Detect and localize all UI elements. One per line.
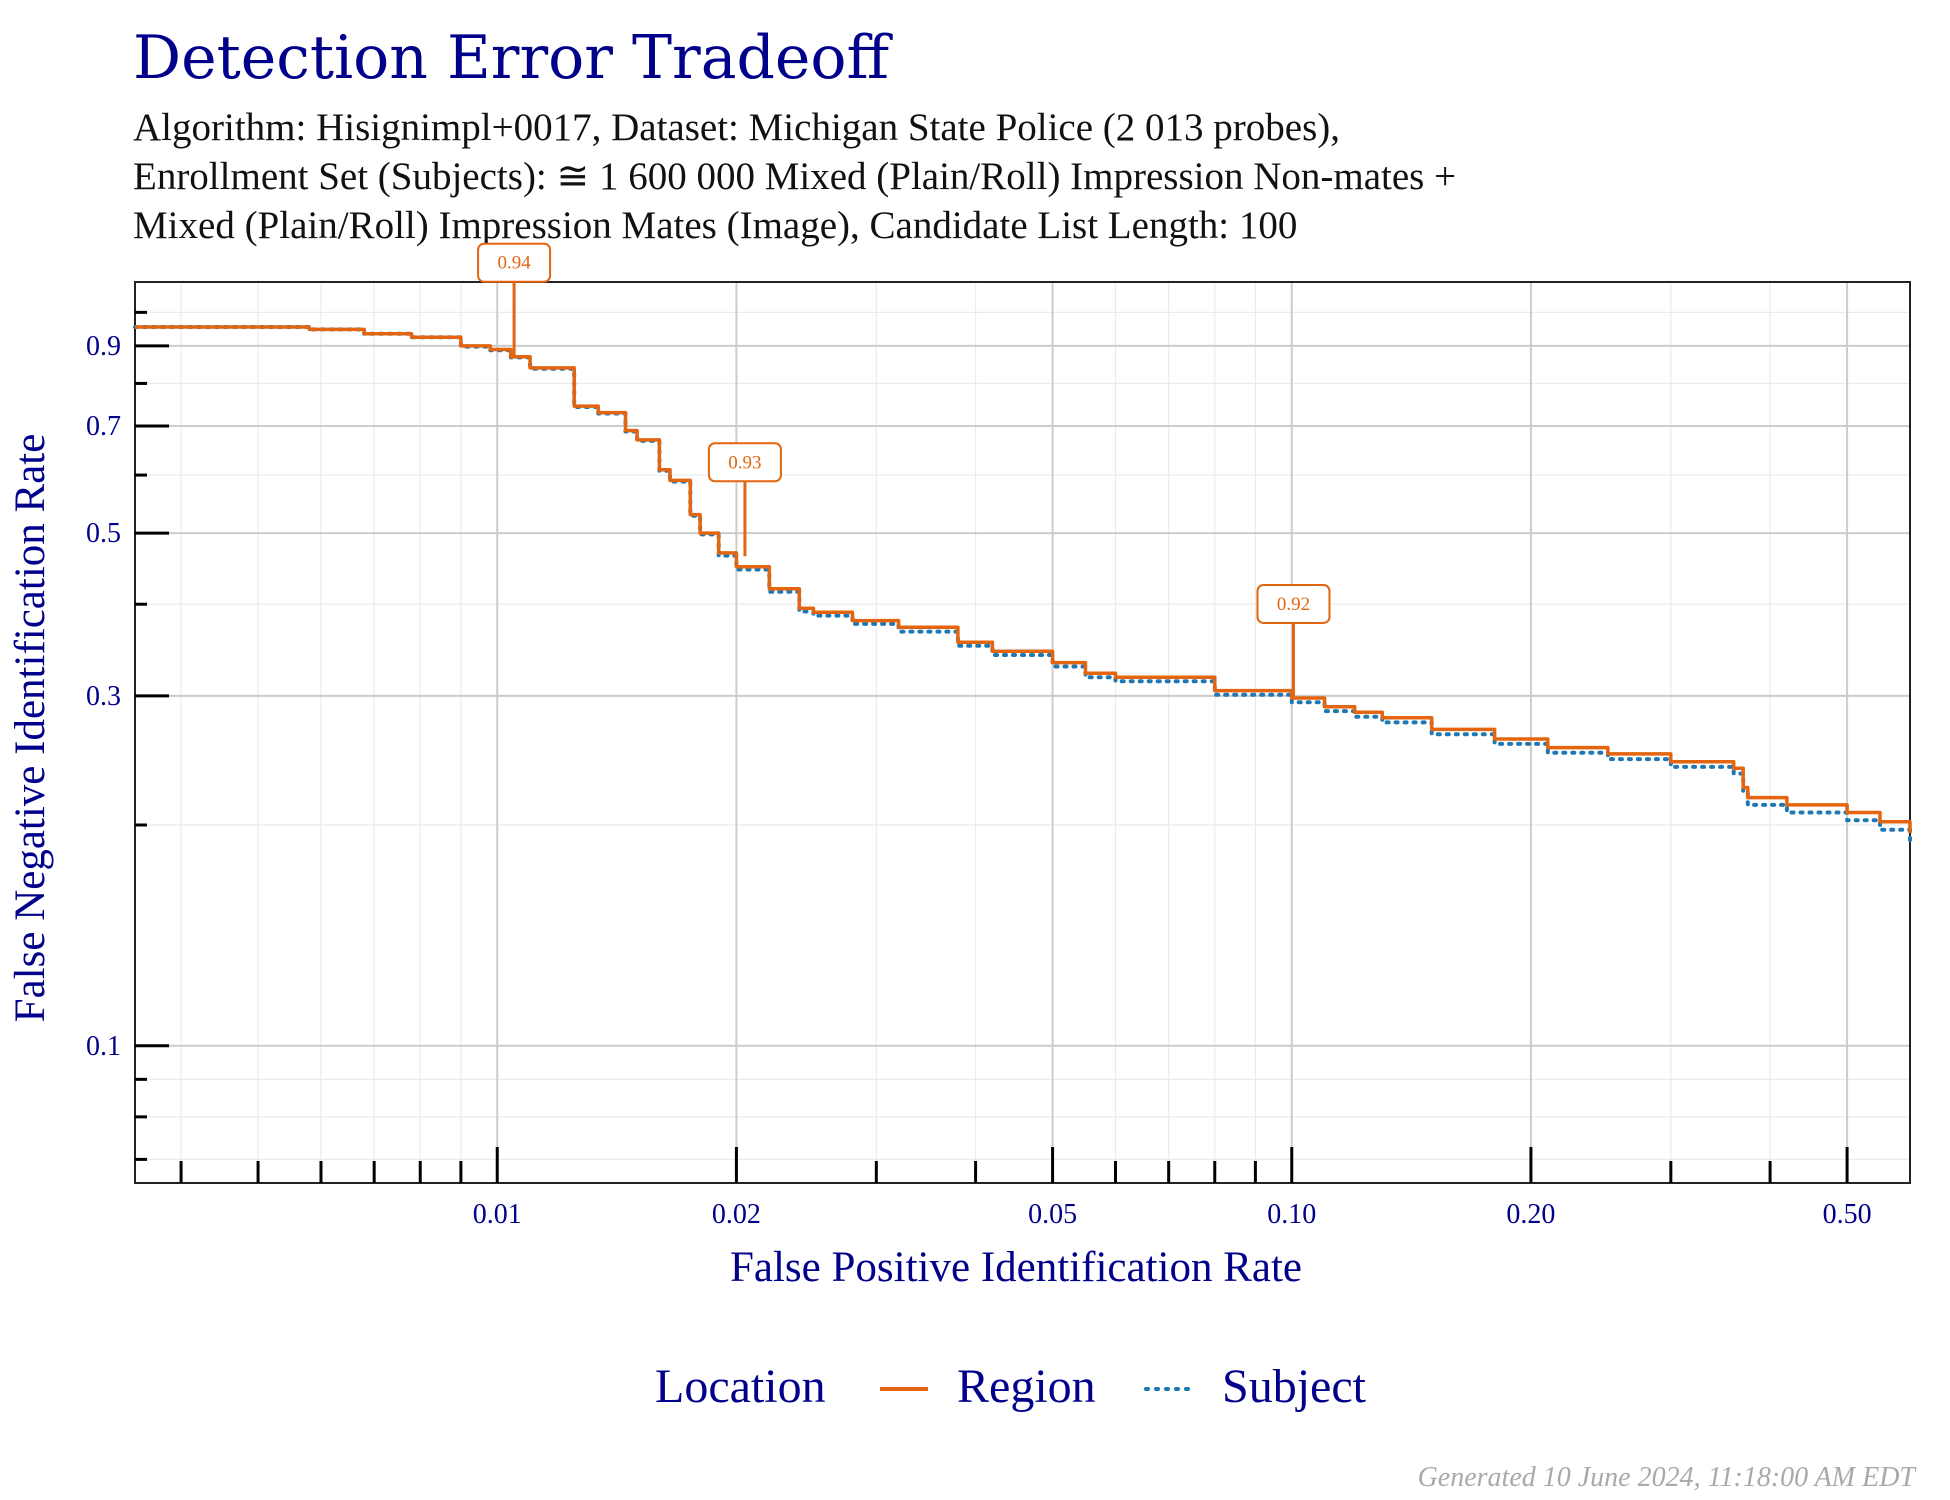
subtitle-line-3: Mixed (Plain/Roll) Impression Mates (Ima…	[133, 204, 1297, 247]
footer-timestamp: Generated 10 June 2024, 11:18:00 AM EDT	[1418, 1462, 1918, 1493]
x-tick-label: 0.20	[1506, 1199, 1555, 1230]
annotation-label: 0.93	[728, 452, 761, 473]
annotation-label: 0.92	[1277, 594, 1310, 615]
y-tick-label: 0.5	[86, 518, 121, 549]
plot-border	[134, 281, 1911, 1184]
legend-region-label: Region	[957, 1360, 1096, 1413]
series-line-region	[135, 325, 1912, 834]
x-tick-label: 0.10	[1267, 1199, 1316, 1230]
x-tick-label: 0.50	[1823, 1199, 1872, 1230]
x-tick-label: 0.02	[712, 1199, 761, 1230]
y-tick-label: 0.3	[86, 681, 121, 712]
annotation-box	[707, 442, 782, 483]
legend: Location Region Subject	[655, 1360, 1367, 1413]
subtitle-line-1: Algorithm: Hisignimpl+0017, Dataset: Mic…	[133, 106, 1340, 149]
y-axis-title: False Negative Identification Rate	[7, 434, 54, 1023]
subtitle-line-2: Enrollment Set (Subjects): ≅ 1 600 000 M…	[133, 155, 1456, 198]
x-tick-label: 0.01	[473, 1199, 522, 1230]
x-axis-title: False Positive Identification Rate	[730, 1244, 1302, 1291]
legend-title: Location	[655, 1360, 826, 1413]
plot-area: 0.01 0.02 0.05 0.10 0.20 0.50 0.1 0.3 0.5 0.7 0.9 0…	[86, 242, 1912, 1230]
legend-subject-label: Subject	[1222, 1360, 1367, 1413]
series-line-subject	[133, 325, 1912, 844]
annotation-label: 0.94	[497, 253, 531, 274]
x-tick-label: 0.05	[1028, 1199, 1077, 1230]
annotation-box	[477, 242, 552, 283]
y-tick-label: 0.7	[86, 411, 121, 442]
annotation-box	[1256, 583, 1331, 624]
chart-title: Detection Error Tradeoff	[133, 23, 894, 93]
y-tick-label: 0.9	[86, 331, 121, 362]
y-tick-label: 0.1	[86, 1031, 121, 1062]
